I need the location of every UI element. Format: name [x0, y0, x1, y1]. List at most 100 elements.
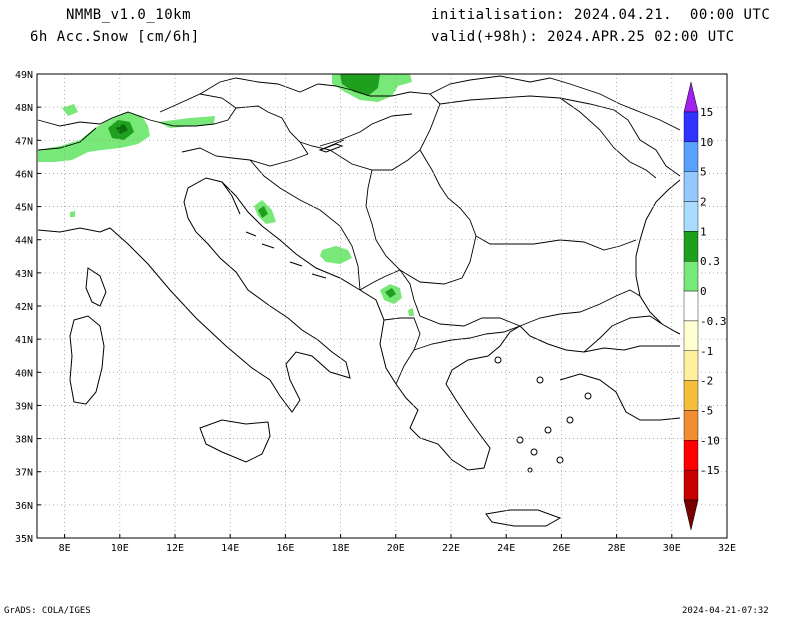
- colorbar-label: 15: [700, 106, 713, 119]
- anatolia-coastline: [559, 373, 681, 421]
- lon-tick-label: 10E: [111, 543, 129, 554]
- greece-north-border: [413, 325, 521, 351]
- colorbar-segment: [683, 290, 699, 322]
- lat-tick-label: 40N: [15, 368, 33, 379]
- lat-tick-label: 45N: [15, 203, 33, 214]
- lat-tick-label: 42N: [15, 302, 33, 313]
- snow-fields: [38, 74, 414, 316]
- lat-tick-label: 48N: [15, 103, 33, 114]
- romania-border: [439, 95, 681, 177]
- colorbar-segment: [683, 440, 699, 471]
- dalmatian-islands: [245, 231, 327, 279]
- coastlines: [37, 143, 681, 527]
- colorbar-label: 0.3: [700, 255, 720, 268]
- italy-snow-spot: [70, 211, 75, 217]
- colorbar-label: 0: [700, 285, 707, 298]
- balkan-coastline: [221, 181, 680, 471]
- colorbar-label: -0.3: [700, 315, 727, 328]
- colorbar-segment: [683, 201, 699, 232]
- danube-river: [319, 113, 413, 147]
- crete-coastline: [485, 509, 562, 527]
- colorbar-label: -5: [700, 404, 713, 417]
- lat-tick-label: 38N: [15, 435, 33, 446]
- lon-tick-label: 24E: [497, 543, 515, 554]
- colorbar-label: 10: [700, 136, 713, 149]
- czech-slovak-border: [199, 77, 441, 105]
- lat-tick-label: 41N: [15, 335, 33, 346]
- lon-tick-label: 32E: [718, 543, 736, 554]
- lon-tick-label: 22E: [442, 543, 460, 554]
- lat-tick-label: 43N: [15, 269, 33, 280]
- footer-timestamp: 2024-04-21-07:32: [682, 606, 769, 616]
- ukraine-border: [429, 75, 681, 131]
- lat-tick-label: 37N: [15, 468, 33, 479]
- lon-tick-label: 20E: [387, 543, 405, 554]
- lon-tick-label: 18E: [332, 543, 350, 554]
- colorbar-top-arrow: [683, 81, 699, 113]
- field-title: 6h Acc.Snow [cm/6h]: [30, 29, 200, 45]
- alps-snow: [38, 112, 150, 162]
- corsica-coastline: [85, 267, 107, 307]
- alps-snow-east: [158, 116, 215, 128]
- lon-tick-label: 28E: [608, 543, 626, 554]
- island-7: [584, 392, 592, 400]
- moldova-border: [559, 97, 657, 179]
- romania-south-border: [419, 149, 637, 251]
- bosnia-snow: [320, 246, 352, 264]
- valid-time: valid(+98h): 2024.APR.25 02:00 UTC: [431, 29, 735, 45]
- albania-snow-spot: [408, 308, 414, 316]
- colorbar-segment: [683, 141, 699, 172]
- lat-tick-label: 46N: [15, 169, 33, 180]
- lon-tick-label: 16E: [276, 543, 294, 554]
- north-hungary-snow-core: [340, 74, 380, 96]
- montenegro-snow-core: [385, 288, 396, 298]
- lat-tick-label: 36N: [15, 501, 33, 512]
- colorbar-label: -10: [700, 434, 720, 447]
- velebit-snow-core: [258, 206, 268, 218]
- colorbar-bottom-arrow: [683, 499, 699, 531]
- footer-source: GrADS: COLA/IGES: [4, 606, 91, 616]
- black-sea-coastline: [635, 179, 681, 335]
- colorbar-segment: [683, 469, 699, 501]
- model-name: NMMB_v1.0_10km: [66, 7, 192, 23]
- island-6: [566, 416, 574, 424]
- colorbar-segment: [683, 231, 699, 262]
- lat-tick-label: 44N: [15, 236, 33, 247]
- lat-tick-label: 49N: [15, 70, 33, 81]
- alps-snow-peak: [116, 124, 128, 134]
- island-8: [494, 356, 502, 364]
- colorbar-segment: [683, 350, 699, 381]
- colorbar: 15 10 5 2 1 0.3 0 -0.3 -1 -2 -5 -10 -15: [683, 81, 727, 531]
- colorbar-label: 1: [700, 225, 707, 238]
- lon-tick-label: 14E: [221, 543, 239, 554]
- lon-tick-label: 26E: [552, 543, 570, 554]
- kosovo-macedonia-border: [399, 269, 521, 327]
- colorbar-label: 2: [700, 196, 707, 209]
- serbia-border: [365, 169, 477, 285]
- lat-tick-label: 47N: [15, 136, 33, 147]
- slovenia-croatia-border: [181, 147, 309, 167]
- lon-tick-label: 12E: [166, 543, 184, 554]
- colorbar-label: -1: [700, 345, 713, 358]
- colorbar-segment: [683, 410, 699, 441]
- colorbar-segment: [683, 380, 699, 411]
- island-2: [530, 448, 538, 456]
- lat-tick-label: 39N: [15, 401, 33, 412]
- colorbar-label: -2: [700, 375, 713, 388]
- hungary-border: [299, 103, 441, 171]
- island-9: [536, 376, 544, 384]
- axis-ticks: 8E 10E 12E 14E 16E 18E 20E 22E 24E 26E 28E 30E 32E 49…: [15, 70, 736, 554]
- albania-border: [383, 317, 421, 385]
- bulgaria-turkey-border: [519, 289, 641, 327]
- colorbar-segment: [683, 261, 699, 292]
- island-3: [544, 426, 552, 434]
- lat-tick-label: 35N: [15, 534, 33, 545]
- bosnia-border: [249, 159, 361, 291]
- austria-hungary-border: [235, 105, 309, 155]
- init-time: initialisation: 2024.04.21. 00:00 UTC: [431, 7, 771, 23]
- colorbar-label: 5: [700, 166, 707, 179]
- island-1: [516, 436, 524, 444]
- italy-coastline: [37, 177, 351, 413]
- lon-tick-label: 30E: [663, 543, 681, 554]
